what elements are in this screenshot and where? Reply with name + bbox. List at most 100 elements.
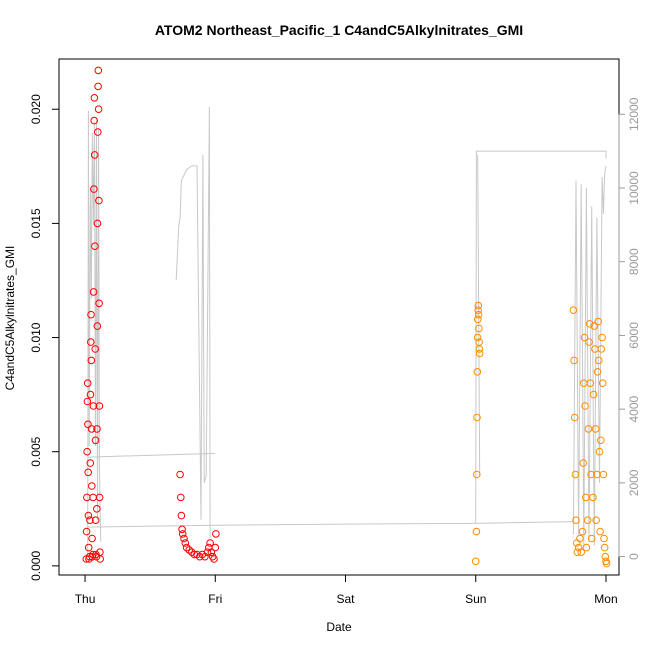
data-point-s2-9	[474, 310, 483, 319]
data-point-s2-1	[472, 527, 481, 536]
data-point-s2-34	[585, 320, 594, 328]
data-point-s1-56	[181, 539, 190, 547]
data-point-s2-16	[570, 413, 579, 422]
data-point-s2-17	[571, 470, 580, 479]
data-point-s2-47	[595, 356, 603, 365]
x-tick-label: Fri	[208, 592, 222, 606]
data-point-s2-6	[474, 315, 482, 324]
data-point-s1-13	[86, 459, 95, 467]
data-point-s2-10	[475, 324, 483, 333]
data-point-s2-30	[582, 543, 591, 552]
x-tick-label: Mon	[594, 592, 617, 606]
x-tick-label: Sun	[465, 592, 486, 606]
data-point-s1-23	[89, 493, 97, 502]
data-point-s2-28	[581, 402, 589, 410]
data-point-s2-52	[598, 333, 606, 342]
altitude-trace-0	[87, 110, 102, 557]
data-point-s1-24	[89, 402, 98, 410]
data-point-s1-40	[94, 128, 102, 136]
data-point-s1-3	[83, 447, 91, 456]
data-point-s1-48	[96, 548, 104, 557]
data-point-s1-51	[177, 493, 185, 502]
data-point-s1-2	[83, 493, 91, 502]
data-point-s1-28	[90, 94, 99, 102]
data-point-s2-50	[597, 436, 605, 445]
data-point-s2-33	[585, 338, 593, 346]
data-point-s1-36	[93, 505, 101, 513]
y2-tick-label: 10000	[627, 171, 641, 205]
data-point-s1-64	[201, 552, 209, 561]
data-point-s1-5	[83, 379, 92, 388]
data-point-s2-27	[580, 333, 589, 342]
data-point-s1-58	[185, 546, 193, 554]
data-point-s1-50	[176, 470, 184, 479]
data-point-s2-55	[600, 534, 608, 543]
data-point-s2-14	[569, 306, 578, 315]
data-point-s2-15	[570, 356, 578, 365]
data-point-s1-20	[88, 534, 96, 543]
x-axis: Thu Fri Sat Sun Mon	[75, 574, 618, 606]
data-point-s2-40	[590, 322, 599, 330]
data-point-s1-54	[178, 530, 187, 538]
data-point-s2-26	[580, 379, 588, 388]
data-points-layer	[82, 66, 611, 568]
altitude-trace-6	[572, 165, 607, 546]
data-point-s1-38	[93, 322, 102, 330]
altitude-trace-3	[87, 521, 574, 528]
plot-frame	[58, 58, 620, 576]
y-tick-label: 0.000	[29, 551, 43, 581]
altitude-trace-2	[87, 452, 216, 458]
data-point-s1-70	[210, 555, 218, 563]
y-tick-label: 0.010	[29, 322, 43, 352]
data-point-s2-54	[599, 470, 608, 479]
data-point-s1-15	[87, 338, 95, 346]
data-point-s2-23	[577, 548, 586, 557]
data-point-s1-39	[93, 219, 102, 228]
data-point-s2-8	[474, 301, 483, 310]
data-point-s2-2	[473, 470, 481, 479]
data-point-s2-46	[594, 317, 603, 326]
y2-tick-label: 8000	[627, 248, 641, 275]
data-point-s1-16	[87, 310, 95, 319]
data-point-s2-59	[602, 559, 611, 568]
altitude-trace-1	[175, 106, 211, 539]
data-point-s1-37	[93, 425, 101, 433]
data-point-s1-52	[177, 511, 186, 520]
data-point-s1-31	[91, 345, 99, 353]
x-tick-label: Sat	[337, 592, 356, 606]
y-tick-label: 0.020	[29, 94, 43, 124]
data-point-s2-31	[583, 516, 592, 525]
data-point-s2-5	[473, 333, 482, 342]
data-point-s1-44	[95, 196, 103, 205]
data-point-s1-71	[211, 543, 220, 552]
data-point-s2-20	[573, 548, 582, 557]
y-tick-label: 0.015	[29, 208, 43, 238]
data-point-s1-68	[207, 548, 216, 557]
data-point-s1-1	[82, 527, 91, 536]
y2-tick-label: 6000	[627, 322, 641, 349]
data-point-s2-39	[589, 390, 598, 399]
data-point-s1-32	[91, 436, 100, 445]
data-point-s1-46	[95, 402, 104, 410]
data-point-s1-27	[90, 116, 98, 125]
data-point-s1-67	[206, 539, 214, 547]
data-point-s1-29	[90, 151, 99, 159]
y2-tick-label: 12000	[627, 97, 641, 131]
y2-tick-label: 0	[627, 553, 641, 560]
data-point-s2-36	[587, 470, 595, 479]
y-axis: 0.000 0.005 0.010 0.015 0.020	[29, 94, 60, 581]
data-point-s2-53	[598, 379, 607, 388]
data-point-s1-49	[96, 555, 104, 563]
chart-title: ATOM2 Northeast_Pacific_1 C4andC5Alkylni…	[155, 22, 523, 38]
data-point-s1-33	[91, 516, 100, 525]
data-point-s2-45	[593, 368, 602, 376]
data-point-s1-9	[84, 543, 93, 552]
data-point-s2-42	[591, 425, 600, 433]
data-point-s2-18	[572, 516, 580, 525]
data-point-s1-42	[94, 66, 103, 75]
data-point-s1-57	[182, 543, 191, 552]
data-point-s1-8	[84, 511, 93, 520]
altitude-trace-4	[475, 150, 607, 524]
data-point-s2-25	[579, 459, 588, 467]
data-point-s1-18	[87, 425, 96, 433]
